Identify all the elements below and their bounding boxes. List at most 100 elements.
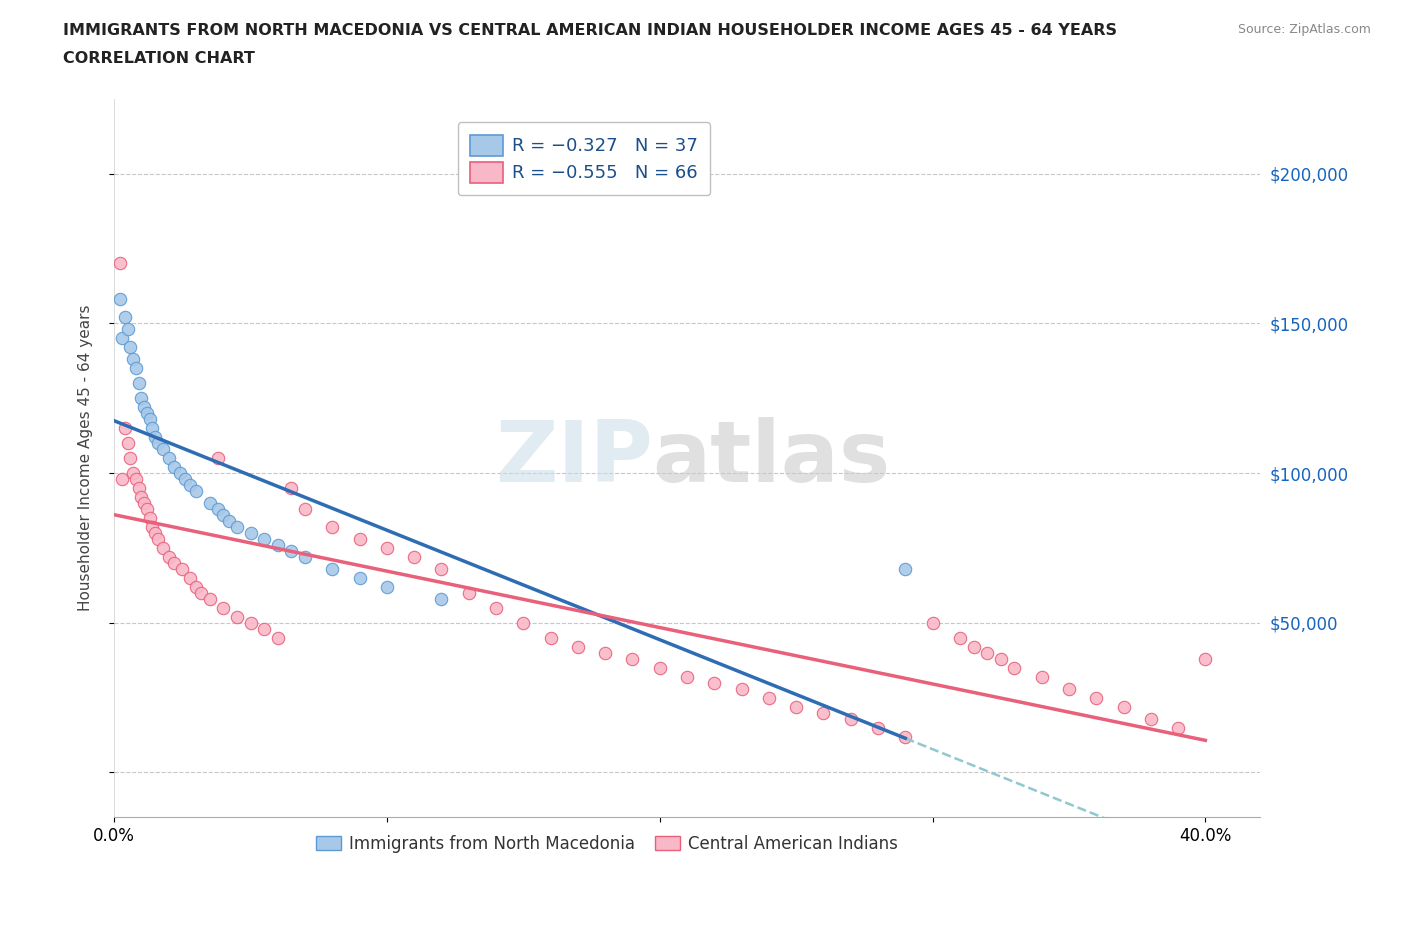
Y-axis label: Householder Income Ages 45 - 64 years: Householder Income Ages 45 - 64 years <box>79 305 93 611</box>
Point <box>122 466 145 481</box>
Point <box>253 621 276 636</box>
Point <box>120 451 142 466</box>
Point <box>132 400 155 415</box>
Point <box>120 339 142 354</box>
Point <box>141 420 163 435</box>
Point <box>430 562 453 577</box>
Point <box>114 420 136 435</box>
Point <box>117 435 139 450</box>
Point <box>294 550 316 565</box>
Point <box>141 520 163 535</box>
Point <box>294 501 316 516</box>
Point <box>785 699 807 714</box>
Point <box>108 256 131 271</box>
Point <box>321 520 343 535</box>
Point <box>184 579 207 594</box>
Point <box>146 435 169 450</box>
Point <box>1140 711 1163 726</box>
Point <box>172 562 194 577</box>
Point <box>1004 660 1026 675</box>
Point <box>212 601 235 616</box>
Point <box>921 616 943 631</box>
Point <box>894 729 917 744</box>
Point <box>949 631 972 645</box>
Point <box>1085 690 1108 705</box>
Point <box>404 550 426 565</box>
Point <box>143 430 166 445</box>
Point <box>111 472 134 486</box>
Point <box>207 501 229 516</box>
Text: Source: ZipAtlas.com: Source: ZipAtlas.com <box>1237 23 1371 36</box>
Point <box>813 705 835 720</box>
Point <box>157 451 180 466</box>
Point <box>866 720 889 735</box>
Point <box>190 585 212 600</box>
Point <box>132 496 155 511</box>
Text: ZIP: ZIP <box>495 417 652 499</box>
Point <box>146 531 169 546</box>
Point <box>152 442 174 457</box>
Point <box>375 579 398 594</box>
Point <box>138 412 160 427</box>
Point <box>114 310 136 325</box>
Point <box>621 651 644 666</box>
Point <box>676 670 699 684</box>
Point <box>253 531 276 546</box>
Point <box>321 562 343 577</box>
Point <box>648 660 671 675</box>
Point <box>239 616 262 631</box>
Point <box>212 508 235 523</box>
Point <box>152 540 174 555</box>
Point <box>1112 699 1135 714</box>
Point <box>225 609 247 624</box>
Point <box>169 466 191 481</box>
Text: atlas: atlas <box>652 417 891 499</box>
Point <box>239 525 262 540</box>
Point <box>128 376 150 391</box>
Point <box>430 591 453 606</box>
Point <box>894 562 917 577</box>
Point <box>593 645 616 660</box>
Point <box>122 352 145 366</box>
Point <box>108 292 131 307</box>
Point <box>198 496 221 511</box>
Point <box>280 481 302 496</box>
Point <box>567 639 589 654</box>
Point <box>184 484 207 498</box>
Point <box>218 513 240 528</box>
Point <box>111 331 134 346</box>
Point <box>512 616 534 631</box>
Point <box>962 639 984 654</box>
Legend: Immigrants from North Macedonia, Central American Indians: Immigrants from North Macedonia, Central… <box>309 828 905 859</box>
Point <box>375 540 398 555</box>
Point <box>457 585 479 600</box>
Point <box>540 631 562 645</box>
Point <box>1194 651 1216 666</box>
Point <box>703 675 725 690</box>
Point <box>138 511 160 525</box>
Point <box>198 591 221 606</box>
Point <box>1057 681 1080 696</box>
Point <box>179 478 201 493</box>
Point <box>758 690 780 705</box>
Point <box>179 570 201 585</box>
Point <box>128 481 150 496</box>
Point <box>143 525 166 540</box>
Point <box>131 489 153 504</box>
Point <box>131 391 153 405</box>
Point <box>976 645 998 660</box>
Point <box>349 531 371 546</box>
Point <box>267 538 290 552</box>
Point <box>117 322 139 337</box>
Point <box>349 570 371 585</box>
Point <box>207 451 229 466</box>
Point <box>163 555 186 570</box>
Point <box>990 651 1012 666</box>
Text: CORRELATION CHART: CORRELATION CHART <box>63 51 254 66</box>
Point <box>157 550 180 565</box>
Point <box>267 631 290 645</box>
Point <box>225 520 247 535</box>
Point <box>135 405 157 420</box>
Point <box>839 711 862 726</box>
Point <box>730 681 752 696</box>
